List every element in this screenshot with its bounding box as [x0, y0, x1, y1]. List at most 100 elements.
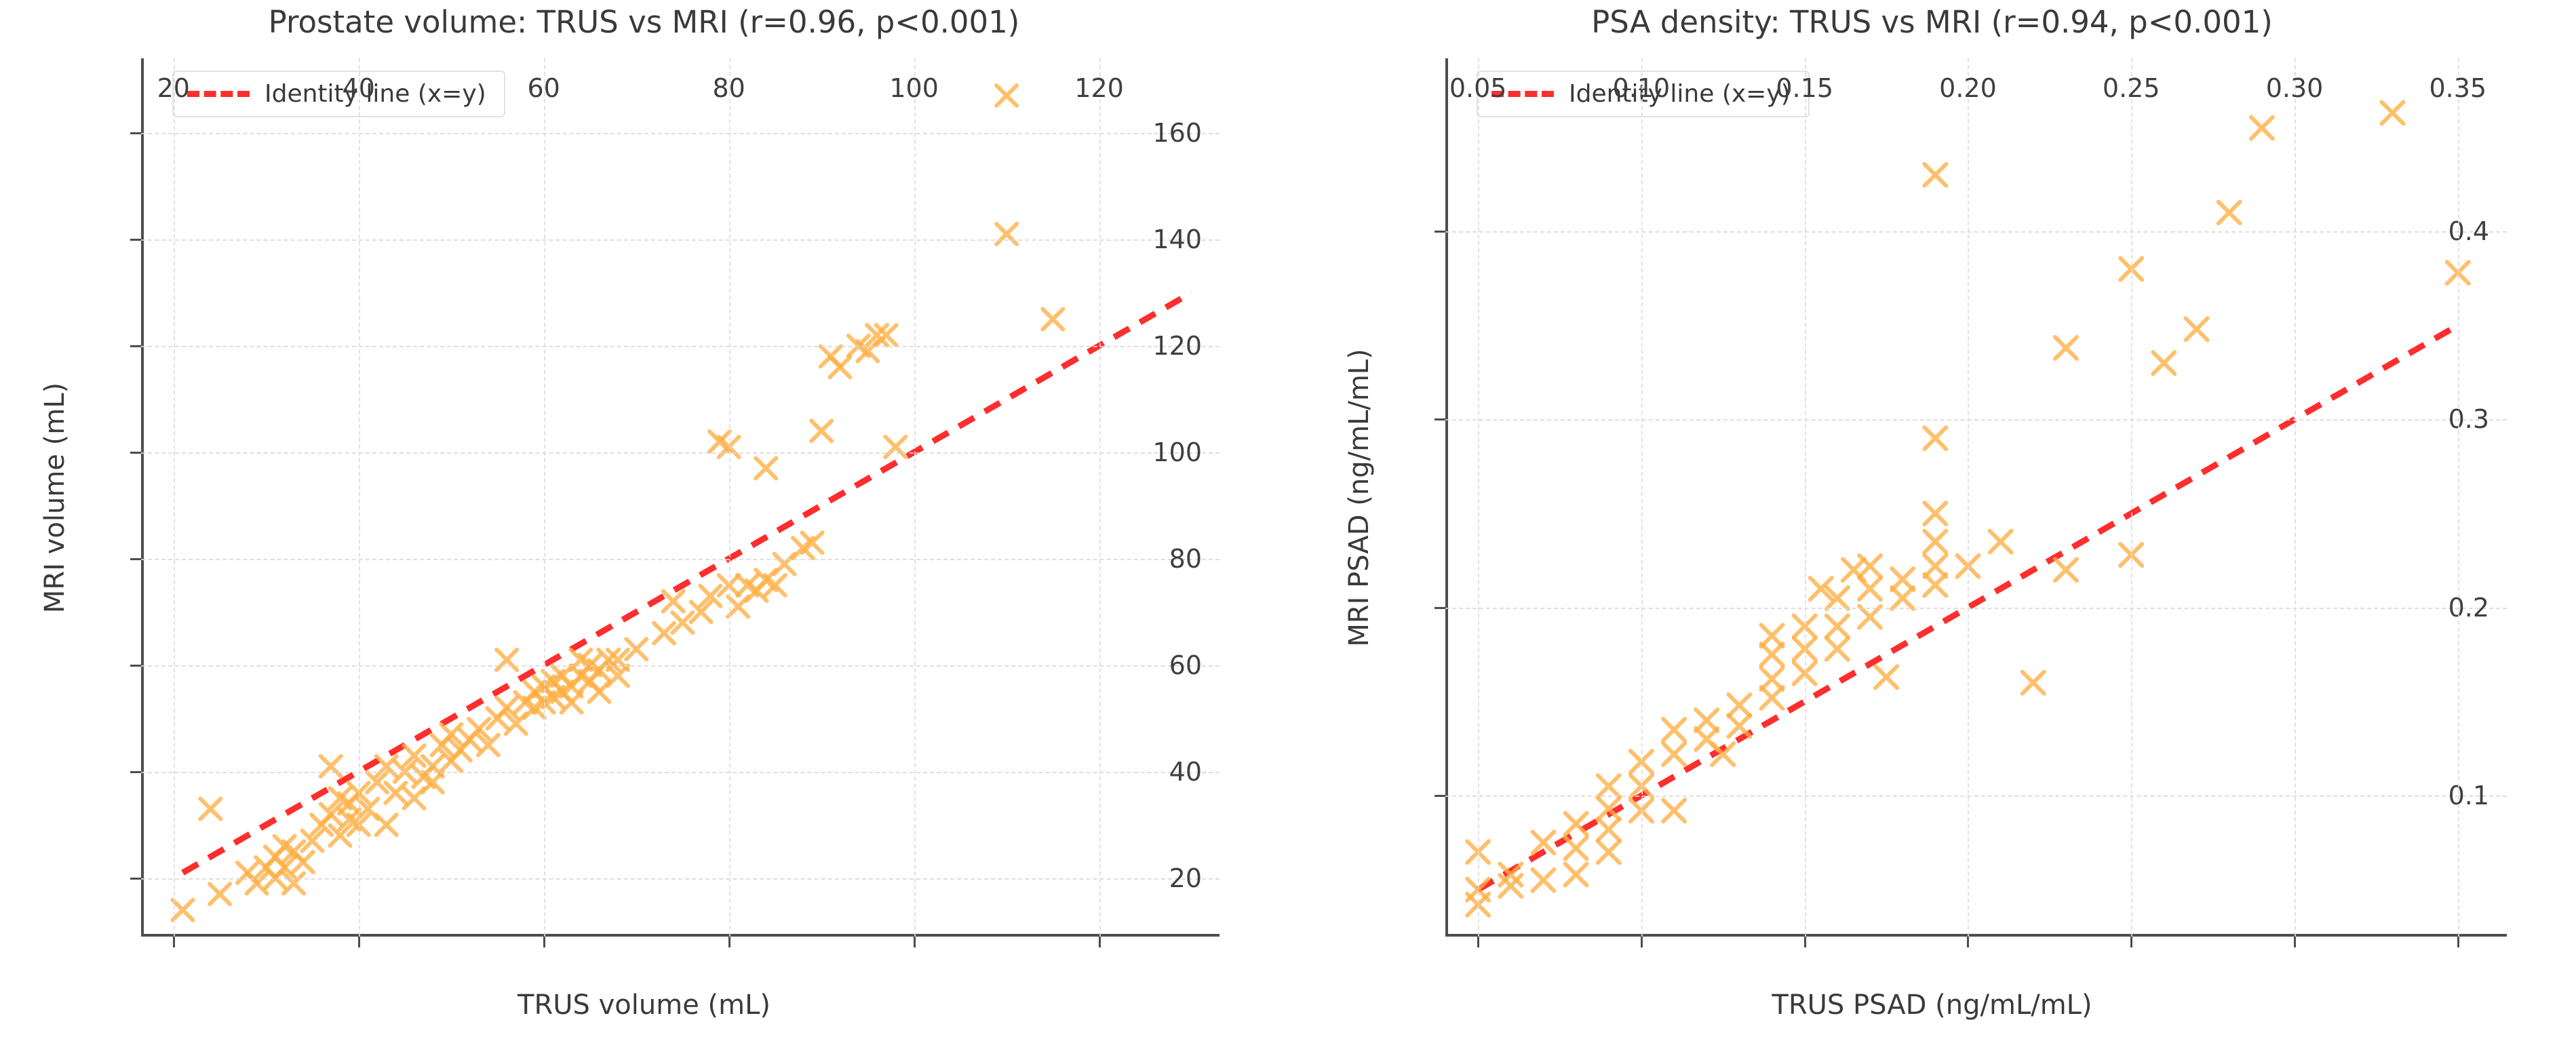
- x-axis-tick: [357, 937, 360, 947]
- scatter-marker: [1661, 716, 1687, 743]
- scatter-marker: [874, 323, 899, 348]
- scatter-marker: [1530, 867, 1557, 893]
- scatter-marker: [1759, 642, 1785, 668]
- y-axis-tick-label: 0.1: [2448, 781, 2489, 811]
- scatter-marker: [809, 418, 834, 444]
- gridline-horizontal: [1445, 796, 2507, 798]
- scatter-marker: [170, 897, 195, 922]
- scatter-marker: [1824, 635, 1850, 662]
- scatter-marker: [1563, 835, 1589, 861]
- scatter-canvas-right: [1465, 100, 2471, 918]
- scatter-canvas-left: [170, 83, 1194, 922]
- scatter-marker: [1694, 707, 1720, 734]
- panel-title-right: PSA density: TRUS vs MRI (r=0.94, p<0.00…: [1591, 4, 2273, 40]
- x-axis-spine-left: [141, 934, 1219, 937]
- gridline-horizontal: [141, 558, 1219, 560]
- x-axis-tick-label: 20: [157, 73, 190, 103]
- x-axis-tick-label: 100: [889, 73, 939, 103]
- scatter-marker: [1595, 796, 1622, 822]
- legend-label-identity: Identity line (x=y): [1569, 80, 1791, 108]
- gridline-vertical: [1099, 58, 1101, 937]
- scatter-marker: [402, 743, 427, 768]
- y-axis-tick: [1435, 231, 1445, 233]
- x-axis-tick-label: 40: [342, 73, 375, 103]
- x-axis-tick-label: 0.25: [2102, 73, 2160, 103]
- scatter-marker: [883, 434, 908, 459]
- identity-line: [181, 290, 1194, 876]
- x-axis-tick-label: 0.10: [1612, 73, 1671, 103]
- y-axis-tick: [1435, 606, 1445, 609]
- legend-right: Identity line (x=y): [1477, 71, 1810, 117]
- y-axis-tick-label: 140: [1152, 224, 1202, 254]
- y-axis-tick: [130, 770, 141, 773]
- scatter-marker: [994, 222, 1019, 246]
- x-axis-tick: [913, 937, 916, 947]
- scatter-marker: [1759, 684, 1785, 711]
- y-axis-tick-label: 120: [1152, 330, 1202, 361]
- scatter-marker: [439, 722, 464, 747]
- scatter-series: [1465, 100, 2471, 918]
- scatter-marker: [2052, 335, 2079, 361]
- y-axis-spine-left: [141, 58, 144, 937]
- y-axis-tick: [130, 238, 141, 241]
- gridline-horizontal: [141, 345, 1219, 347]
- scatter-marker: [994, 83, 1019, 108]
- panel-psa-density: PSA density: TRUS vs MRI (r=0.94, p<0.00…: [1288, 0, 2576, 1058]
- gridline-vertical: [173, 58, 175, 937]
- scatter-marker: [374, 812, 399, 838]
- scatter-marker: [1661, 741, 1687, 768]
- y-axis-tick: [1435, 418, 1445, 421]
- legend-label-identity: Identity line (x=y): [265, 80, 486, 108]
- plot-area-right: Identity line (x=y) 0.1 0.2 0.3 0.4 0.05 0.10…: [1435, 58, 2507, 947]
- scatter-marker: [272, 855, 297, 880]
- y-axis-spine-right: [1445, 58, 1448, 937]
- scatter-marker: [290, 850, 315, 875]
- x-axis-title-right: TRUS PSAD (ng/mL/mL): [1772, 990, 2092, 1021]
- y-axis-tick: [130, 664, 141, 667]
- scatter-marker: [1563, 861, 1589, 888]
- y-axis-tick-label: 40: [1169, 756, 1202, 787]
- x-axis-tick-label: 0.15: [1776, 73, 1833, 103]
- y-axis-tick-label: 60: [1169, 650, 1202, 680]
- identity-line-swatch: [1491, 91, 1554, 97]
- scatter-marker: [1922, 553, 1949, 579]
- scatter-marker: [475, 732, 501, 758]
- scatter-marker: [1726, 713, 1753, 739]
- scatter-marker: [281, 871, 307, 896]
- scatter-marker: [865, 323, 890, 348]
- gridline-horizontal: [141, 665, 1219, 667]
- y-axis-tick-label: 20: [1169, 863, 1202, 893]
- scatter-marker: [365, 770, 390, 795]
- x-axis-tick-label: 60: [527, 73, 560, 103]
- scatter-marker: [1726, 692, 1753, 718]
- scatter-marker: [596, 647, 621, 672]
- y-axis-tick: [130, 345, 141, 347]
- scatter-marker: [605, 647, 630, 672]
- scatter-marker: [1922, 501, 1949, 527]
- scatter-marker: [754, 456, 779, 481]
- x-axis-tick-label: 80: [712, 73, 745, 103]
- scatter-marker: [1890, 566, 1916, 593]
- x-axis-tick-label: 120: [1074, 73, 1124, 103]
- scatter-marker: [244, 871, 269, 896]
- gridline-horizontal: [141, 132, 1219, 134]
- gridline-horizontal: [141, 239, 1219, 241]
- scatter-marker: [1595, 773, 1622, 800]
- scatter-marker: [300, 828, 325, 853]
- x-axis-tick: [1098, 937, 1101, 947]
- gridline-vertical: [2131, 58, 2133, 937]
- gridline-vertical: [1968, 58, 1970, 937]
- y-axis-title-left: MRI volume (mL): [39, 382, 71, 613]
- scatter-marker: [762, 573, 787, 597]
- scatter-marker: [383, 781, 408, 806]
- scatter-marker: [670, 610, 695, 635]
- gridline-horizontal: [141, 878, 1219, 880]
- scatter-marker: [2216, 199, 2242, 226]
- scatter-marker: [1759, 623, 1785, 649]
- y-axis-tick: [130, 451, 141, 454]
- gridline-vertical: [358, 58, 360, 937]
- y-axis-tick-label: 100: [1152, 437, 1202, 467]
- scatter-marker: [698, 583, 723, 608]
- scatter-marker: [624, 637, 649, 662]
- panel-title-left: Prostate volume: TRUS vs MRI (r=0.96, p<…: [268, 4, 1020, 40]
